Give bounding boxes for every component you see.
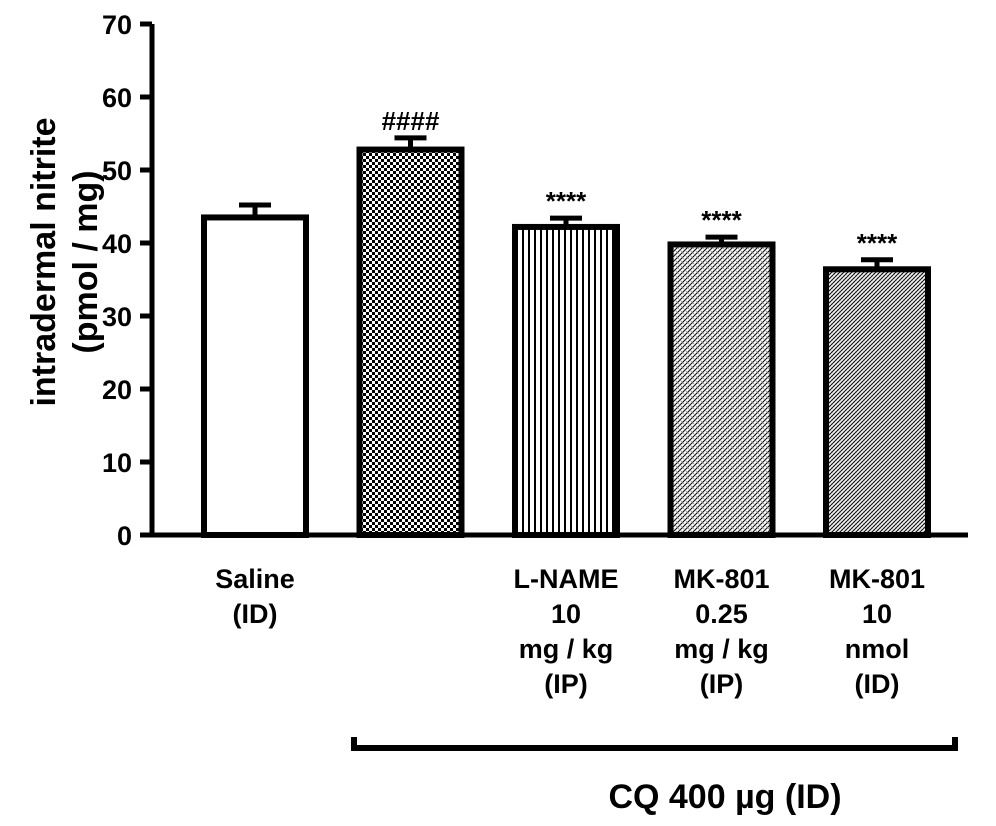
bar-group: ****	[667, 205, 776, 539]
x-category-label: (ID)	[233, 599, 278, 629]
bar-group: ####	[356, 106, 465, 538]
x-category-label: Saline	[215, 564, 295, 594]
bar	[512, 223, 620, 538]
y-tick-label: 30	[102, 302, 132, 332]
y-tick-label: 20	[102, 375, 132, 405]
bar	[356, 146, 465, 538]
x-category-label: (IP)	[700, 669, 744, 699]
significance-marker: ****	[857, 228, 898, 258]
significance-marker: ****	[546, 186, 587, 216]
x-category-label: 0.25	[695, 599, 748, 629]
y-tick-label: 60	[102, 83, 132, 113]
y-tick-label: 0	[117, 521, 132, 551]
group-bracket	[351, 737, 958, 751]
y-tick-label: 50	[102, 156, 132, 186]
significance-marker: ****	[701, 205, 742, 235]
bar	[823, 266, 931, 538]
y-axis-label-line1: intradermal nitrite	[25, 117, 63, 406]
y-tick-label: 40	[102, 229, 132, 259]
significance-marker: ####	[382, 106, 440, 136]
x-category-label: MK-801	[829, 564, 925, 594]
bar	[667, 241, 776, 539]
bar-group	[201, 202, 309, 538]
x-category-label: 10	[551, 599, 581, 629]
group-label: CQ 400 µg (ID)	[608, 778, 841, 816]
x-category-label: mg / kg	[674, 634, 769, 664]
bar-group: ****	[512, 186, 620, 538]
y-tick-label: 70	[102, 10, 132, 40]
x-category-label: MK-801	[673, 564, 769, 594]
y-axis-label-line2: (pmol / mg)	[67, 170, 105, 353]
bar-group: ****	[823, 228, 931, 538]
x-category-label: 10	[862, 599, 892, 629]
bar	[201, 214, 309, 538]
x-category-label: (IP)	[544, 669, 588, 699]
x-category-label: mg / kg	[519, 634, 614, 664]
y-tick-label: 10	[102, 448, 132, 478]
x-category-label: L-NAME	[514, 564, 619, 594]
x-category-label: nmol	[845, 634, 910, 664]
x-category-label: (ID)	[855, 669, 900, 699]
